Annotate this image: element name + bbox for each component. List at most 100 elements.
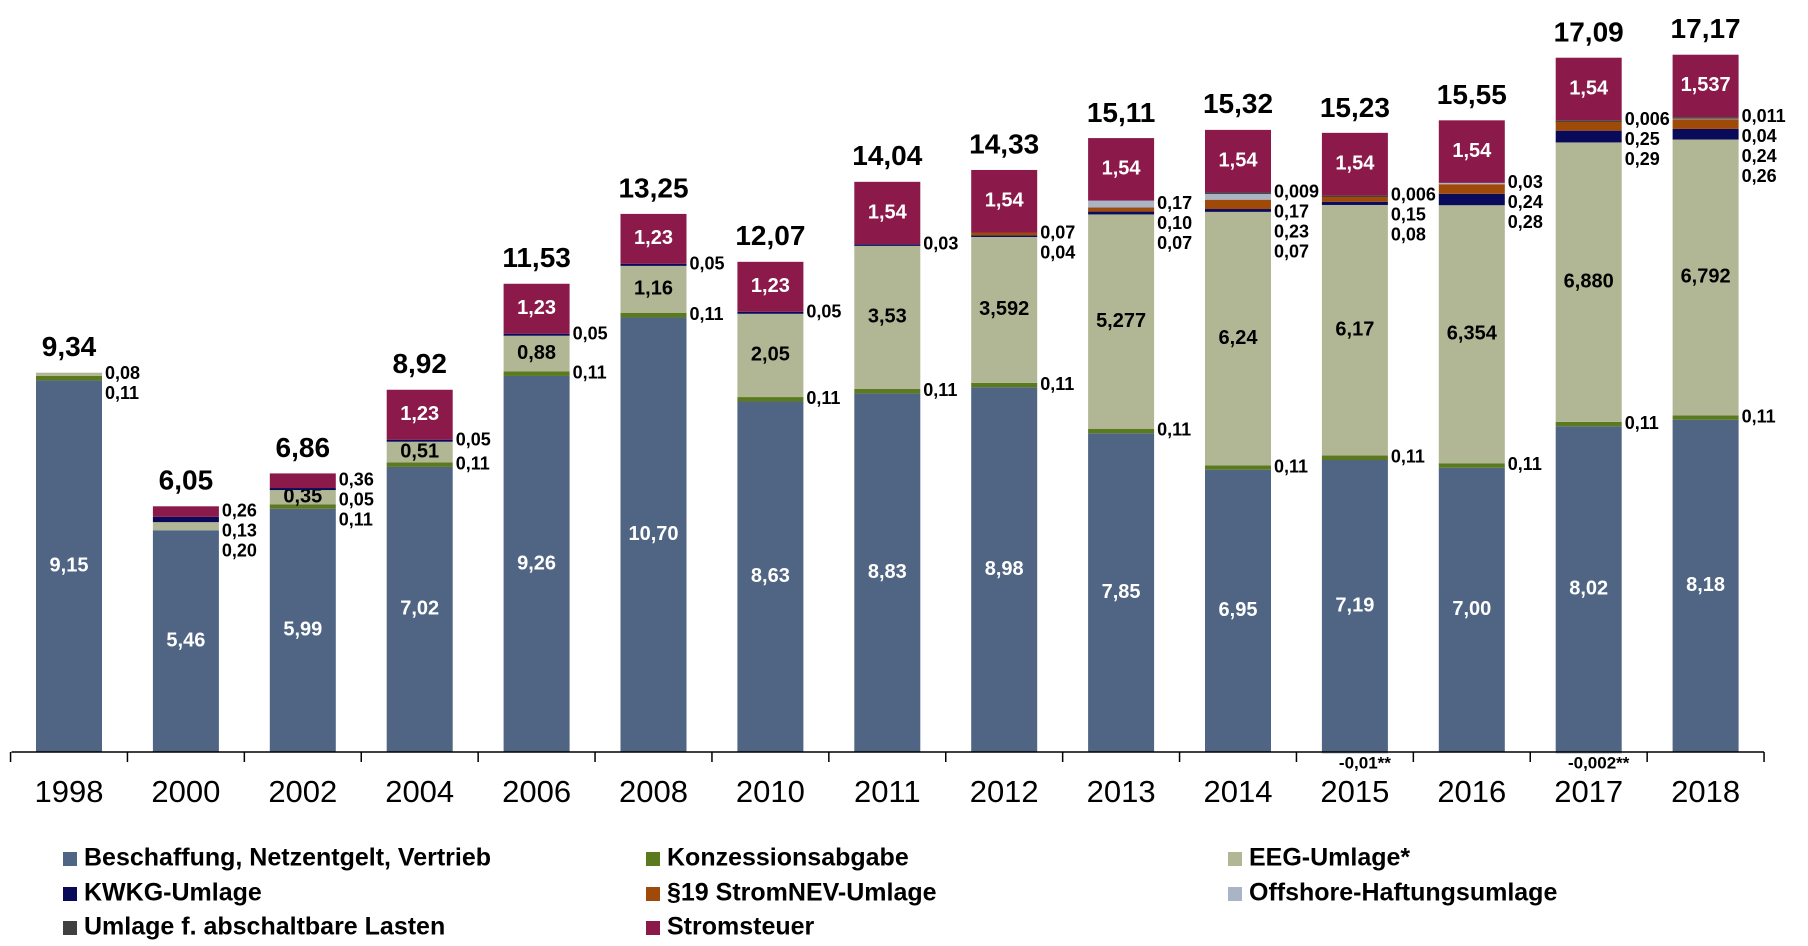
value-label: 0,08 xyxy=(105,363,140,383)
total-label: 15,32 xyxy=(1203,88,1273,119)
legend-label: EEG-Umlage* xyxy=(1249,844,1410,872)
value-label: 0,04 xyxy=(1742,126,1777,146)
value-label: 0,24 xyxy=(1508,192,1543,212)
value-label: 0,11 xyxy=(806,388,840,408)
bar-segment xyxy=(1321,132,1388,196)
bar-segment xyxy=(1088,211,1155,215)
value-label: 1,23 xyxy=(400,403,439,425)
x-tick-label: 2004 xyxy=(385,774,454,809)
legend-swatch xyxy=(63,852,77,866)
bar-segment xyxy=(1672,419,1739,752)
bar-segment xyxy=(620,213,687,264)
value-label: 7,19 xyxy=(1335,594,1374,616)
bar-segment xyxy=(854,181,921,245)
value-label: 5,277 xyxy=(1096,310,1146,332)
value-label: 0,20 xyxy=(222,540,257,560)
bar-segment xyxy=(503,283,570,334)
bar-segment xyxy=(1205,192,1271,194)
total-label: 15,11 xyxy=(1087,97,1156,128)
value-label: 0,24 xyxy=(1742,146,1777,166)
value-label: 0,006 xyxy=(1625,109,1670,129)
value-label: 0,07 xyxy=(1040,223,1075,243)
value-label: 6,24 xyxy=(1219,327,1259,349)
value-label: 0,35 xyxy=(283,485,322,507)
bar-segment xyxy=(269,490,336,505)
value-label: 0,11 xyxy=(105,383,139,403)
value-label: 1,54 xyxy=(1452,140,1492,162)
value-label: 9,15 xyxy=(50,554,89,576)
bar-segment xyxy=(737,311,804,314)
value-label: 0,07 xyxy=(1274,241,1309,261)
value-label: 8,63 xyxy=(751,565,790,587)
value-label: 0,05 xyxy=(573,323,608,343)
bar-segment xyxy=(1438,184,1505,194)
bar-segment xyxy=(36,372,102,376)
value-label: 0,006 xyxy=(1391,184,1436,204)
value-label: 5,99 xyxy=(283,619,322,641)
value-label: 1,23 xyxy=(634,227,673,249)
value-label: 7,85 xyxy=(1102,581,1141,603)
bar-segment xyxy=(1088,138,1155,201)
bar-segment xyxy=(503,335,570,372)
value-label: 0,11 xyxy=(1508,454,1542,474)
bar-segment xyxy=(737,313,804,398)
bar-segment xyxy=(854,244,921,246)
total-label: 15,55 xyxy=(1437,79,1507,110)
value-label: 2,05 xyxy=(751,344,790,366)
bar-segment xyxy=(854,245,921,389)
legend-label: Stromsteuer xyxy=(667,913,815,941)
bar-segment xyxy=(1438,205,1505,464)
value-label: 0,11 xyxy=(1040,374,1074,394)
value-label: 0,36 xyxy=(339,469,374,489)
value-label: 3,53 xyxy=(868,306,907,328)
total-label: 6,86 xyxy=(276,432,331,463)
value-label: 7,00 xyxy=(1452,598,1491,620)
legend-swatch xyxy=(1228,887,1242,901)
legend-label: §19 StromNEV-Umlage xyxy=(667,879,937,907)
legend-label: Konzessionsabgabe xyxy=(667,844,909,872)
value-label: 0,05 xyxy=(806,302,841,322)
bar-segment xyxy=(152,506,219,517)
value-label: 0,011 xyxy=(1742,106,1786,126)
bar-segment xyxy=(1321,195,1388,202)
x-tick-label: 2017 xyxy=(1554,774,1623,809)
x-tick-label: 2013 xyxy=(1087,774,1156,809)
value-label: 0,11 xyxy=(573,362,607,382)
bar-segment xyxy=(1321,195,1388,197)
value-label: 8,83 xyxy=(868,561,907,583)
x-tick-label: 2014 xyxy=(1204,774,1273,809)
value-label: 0,11 xyxy=(456,453,490,473)
bar-segment xyxy=(1555,421,1622,427)
bar-segment xyxy=(971,169,1038,233)
bar-segment xyxy=(1555,120,1622,122)
bar-segment xyxy=(1672,415,1739,420)
value-label: 0,03 xyxy=(923,234,958,254)
bar-segment xyxy=(1672,54,1739,118)
total-label: 14,04 xyxy=(852,140,922,171)
value-label: 0,07 xyxy=(1157,233,1192,253)
bar-segment xyxy=(1088,214,1155,429)
total-label: 17,09 xyxy=(1554,16,1624,47)
bar-segment xyxy=(269,488,336,491)
total-label: 15,23 xyxy=(1320,92,1390,123)
bar-segment xyxy=(971,235,1038,237)
total-label: 17,17 xyxy=(1671,13,1741,44)
bar-segment xyxy=(36,380,102,752)
value-label: 1,54 xyxy=(1335,152,1375,174)
legend-swatch xyxy=(646,887,660,901)
value-label: 1,23 xyxy=(517,297,556,319)
total-label: 14,33 xyxy=(969,128,1039,159)
value-label: 6,95 xyxy=(1219,599,1258,621)
bar-segment xyxy=(503,375,570,752)
bar-segment xyxy=(1438,193,1505,206)
bar-segment xyxy=(620,312,687,318)
value-label: 0,11 xyxy=(923,380,957,400)
value-label: 1,23 xyxy=(751,275,790,297)
bar-segment xyxy=(1672,117,1739,119)
value-label: 0,17 xyxy=(1274,201,1309,221)
value-label: 3,592 xyxy=(979,298,1029,320)
value-label: 8,18 xyxy=(1686,574,1725,596)
bar-segment xyxy=(737,397,804,402)
bar-segment xyxy=(620,265,687,313)
